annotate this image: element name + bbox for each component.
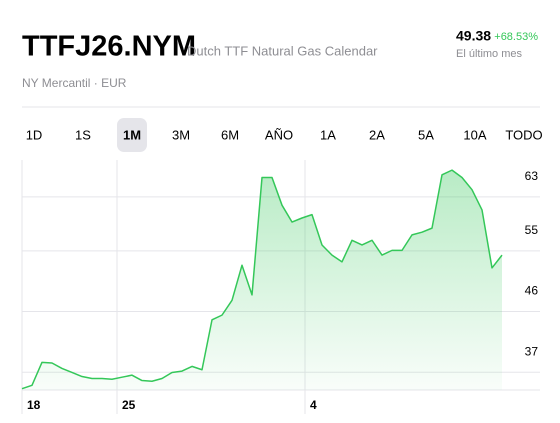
range-button[interactable]: 1S [75,127,91,142]
range-button[interactable]: AÑO [265,127,293,142]
x-tick-label: 4 [310,398,317,412]
range-selected-bg [117,118,147,152]
range-button[interactable]: 5A [418,127,434,142]
exchange: NY Mercantil · EUR [22,76,127,90]
price: 49.38 [456,28,491,44]
range-button[interactable]: 1D [26,127,43,142]
range-button[interactable]: 2A [369,127,385,142]
y-tick-label: 37 [525,344,539,358]
range-bar: 1D 1S 1M 3M 6M AÑO 1A 2A 5A 10A TODO [26,118,543,152]
range-button[interactable]: 3M [172,127,190,142]
area-fill [22,170,502,390]
range-button[interactable]: 6M [221,127,239,142]
instrument-name: Dutch TTF Natural Gas Calendar [187,43,378,58]
price-line [21,169,503,390]
change: +68.53% [494,31,538,43]
symbol: TTFJ26.NYM [22,31,196,63]
y-tick-label: 55 [525,223,539,237]
x-tick-label: 25 [122,398,136,412]
y-tick-label: 63 [525,169,539,183]
period: El último mes [456,48,523,60]
range-button[interactable]: 10A [463,127,486,142]
range-button[interactable]: 1M [123,127,141,142]
range-button[interactable]: TODO [505,127,542,142]
range-button[interactable]: 1A [320,127,336,142]
x-tick-label: 18 [27,398,41,412]
chart: 37 46 55 63 18 25 4 [21,160,540,414]
y-tick-label: 46 [525,284,539,298]
